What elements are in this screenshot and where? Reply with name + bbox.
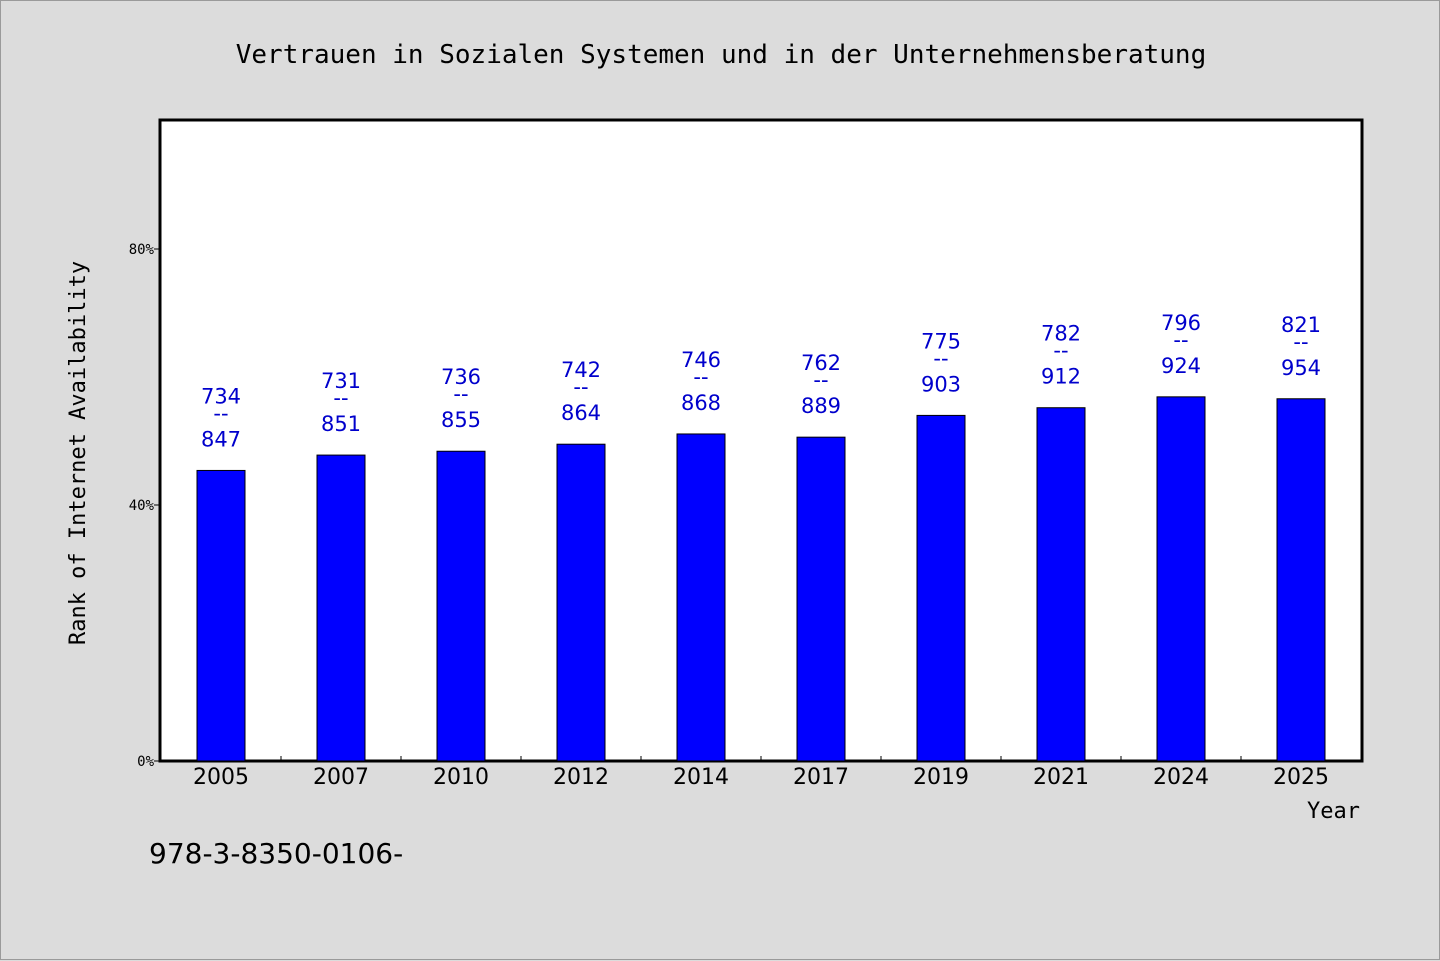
data-label-separator: -- [573, 375, 588, 399]
x-axis-ticks [280, 756, 1242, 761]
data-label-bottom: 903 [921, 372, 961, 396]
y-axis-ticks: 0% 40% 80% [129, 242, 161, 770]
data-label-top: 762 [801, 351, 841, 375]
x-tick-label: 2005 [193, 765, 249, 790]
data-label-separator: -- [453, 382, 468, 406]
x-axis-title: Year [1307, 799, 1360, 824]
data-label-top: 742 [561, 358, 601, 382]
data-label-separator: -- [933, 346, 948, 370]
data-label-separator: -- [213, 401, 228, 425]
data-label-separator: -- [813, 368, 828, 392]
data-label-separator: -- [1173, 328, 1188, 352]
bar [1276, 398, 1326, 762]
x-tick-labels: 2005 2007 2010 2012 2014 2017 2019 2021 2024 2025 [193, 765, 1329, 790]
y-tick-label: 0% [137, 754, 154, 770]
data-label-bottom: 889 [801, 394, 841, 418]
x-tick-label: 2012 [553, 765, 609, 790]
data-label-separator: -- [1293, 330, 1308, 354]
x-tick-label: 2021 [1033, 765, 1089, 790]
data-label-bottom: 954 [1281, 356, 1321, 380]
data-label-bottom: 851 [321, 412, 361, 436]
data-label-top: 736 [441, 365, 481, 389]
isbn-text: 978-3-8350-0106- [149, 837, 403, 870]
bar [1036, 407, 1086, 762]
data-labels: 734--847731--851736--855742--864746--868… [201, 311, 1321, 452]
y-tick-label: 40% [129, 498, 155, 514]
y-tick-label: 80% [129, 242, 155, 258]
x-tick-label: 2007 [313, 765, 369, 790]
bar [316, 454, 366, 762]
data-label-bottom: 868 [681, 391, 721, 415]
data-label-top: 731 [321, 369, 361, 393]
x-tick-label: 2010 [433, 765, 489, 790]
data-label-bottom: 924 [1161, 354, 1201, 378]
bar [1156, 396, 1206, 762]
data-label-top: 746 [681, 348, 721, 372]
y-axis-title: Rank of Internet Availability [66, 261, 91, 645]
x-tick-label: 2014 [673, 765, 729, 790]
data-label-bottom: 912 [1041, 365, 1081, 389]
bar [436, 450, 486, 762]
x-tick-label: 2024 [1153, 765, 1209, 790]
data-label-bottom: 855 [441, 408, 481, 432]
chart-title: Vertrauen in Sozialen Systemen und in de… [236, 40, 1207, 70]
bar [916, 414, 966, 762]
bar-series [196, 396, 1326, 762]
data-label-top: 734 [201, 384, 241, 408]
bar [796, 436, 846, 762]
bar [196, 469, 246, 762]
data-label-bottom: 864 [561, 401, 601, 425]
data-label-bottom: 847 [201, 427, 241, 451]
data-label-top: 782 [1041, 322, 1081, 346]
x-tick-label: 2019 [913, 765, 969, 790]
x-tick-label: 2025 [1273, 765, 1329, 790]
bar [556, 443, 606, 762]
data-label-separator: -- [333, 386, 348, 410]
data-label-separator: -- [693, 365, 708, 389]
data-label-separator: -- [1053, 339, 1068, 363]
data-label-top: 821 [1281, 313, 1321, 337]
data-label-top: 796 [1161, 311, 1201, 335]
x-tick-label: 2017 [793, 765, 849, 790]
data-label-top: 775 [921, 329, 961, 353]
bar [676, 433, 726, 762]
